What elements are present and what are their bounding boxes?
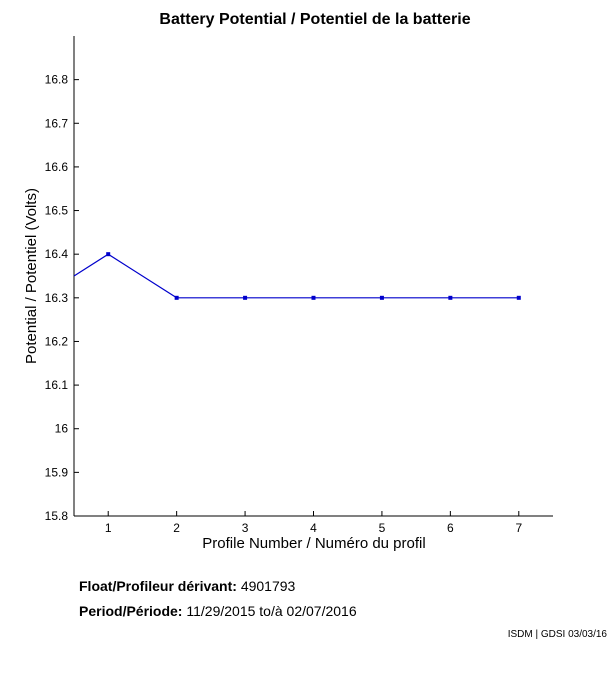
x-tick-label: 3 — [242, 521, 249, 535]
x-tick-label: 7 — [515, 521, 522, 535]
period-separator: to/à — [259, 603, 283, 619]
y-tick-label: 16 — [55, 422, 69, 436]
period-end: 02/07/2016 — [286, 603, 357, 619]
y-tick-label: 16.8 — [45, 73, 69, 87]
period-label: Period/Période: — [79, 603, 183, 619]
data-point — [379, 295, 384, 300]
x-tick-label: 5 — [379, 521, 386, 535]
chart-title: Battery Potential / Potentiel de la batt… — [159, 11, 470, 28]
series-group — [73, 252, 521, 300]
y-tick-label: 15.8 — [45, 509, 69, 523]
y-axis-label: Potential / Potentiel (Volts) — [23, 188, 40, 364]
data-point — [448, 295, 453, 300]
battery-potential-chart: Battery Potential / Potentiel de la batt… — [23, 11, 553, 552]
float-value: 4901793 — [240, 578, 296, 594]
y-ticks: 15.8 15.9 16 16.1 16.2 16.3 16.4 16.5 16.6 16.7 16… — [45, 73, 79, 523]
credit-text: ISDM | GDSI 03/03/16 — [507, 629, 607, 640]
y-tick-label: 16.2 — [45, 334, 69, 348]
y-tick-label: 15.9 — [45, 465, 69, 479]
series-line — [73, 253, 519, 299]
x-ticks: 1 2 3 4 5 6 7 — [105, 511, 522, 535]
x-tick-label: 6 — [447, 521, 454, 535]
data-point — [243, 295, 248, 300]
data-point — [516, 295, 521, 300]
y-tick-label: 16.4 — [45, 247, 69, 261]
data-point — [311, 295, 316, 300]
x-tick-label: 4 — [310, 521, 317, 535]
x-tick-label: 2 — [173, 521, 180, 535]
y-tick-label: 16.7 — [45, 116, 69, 130]
y-tick-label: 16.1 — [45, 378, 69, 392]
period-info-line: Period/Période: 11/29/2015 to/à 02/07/20… — [79, 603, 357, 619]
x-axis-label: Profile Number / Numéro du profil — [202, 535, 425, 552]
y-tick-label: 16.3 — [45, 291, 69, 305]
period-start: 11/29/2015 — [186, 603, 256, 619]
x-tick-label: 1 — [105, 521, 112, 535]
float-info-line: Float/Profileur dérivant: 4901793 — [79, 578, 295, 594]
y-tick-label: 16.6 — [45, 160, 69, 174]
data-point — [174, 295, 179, 300]
y-tick-label: 16.5 — [45, 204, 69, 218]
float-label: Float/Profileur dérivant: — [79, 578, 237, 594]
data-point — [106, 252, 111, 257]
